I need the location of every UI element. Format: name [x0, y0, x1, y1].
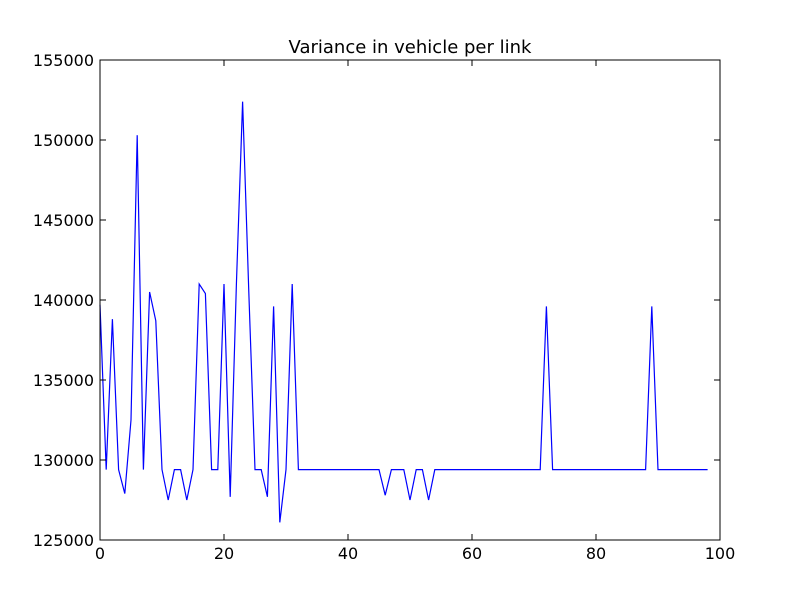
plot-area	[100, 60, 720, 540]
chart-title: Variance in vehicle per link	[289, 37, 532, 58]
plot-frame	[99, 59, 721, 541]
series-line-0	[99, 101, 708, 523]
y-tick-label: 140000	[33, 291, 94, 310]
y-tick-label: 155000	[33, 51, 94, 70]
x-tick-label: 0	[95, 544, 105, 563]
y-tick-label: 135000	[33, 371, 94, 390]
y-tick-label: 150000	[33, 131, 94, 150]
x-tick-label: 20	[214, 544, 234, 563]
x-tick-label: 100	[705, 544, 736, 563]
x-tick-label: 60	[462, 544, 482, 563]
x-tick-label: 40	[338, 544, 358, 563]
x-tick-label: 80	[586, 544, 606, 563]
y-tick-label: 130000	[33, 451, 94, 470]
y-tick-label: 125000	[33, 531, 94, 550]
series-layer	[99, 101, 708, 523]
y-tick-label: 145000	[33, 211, 94, 230]
